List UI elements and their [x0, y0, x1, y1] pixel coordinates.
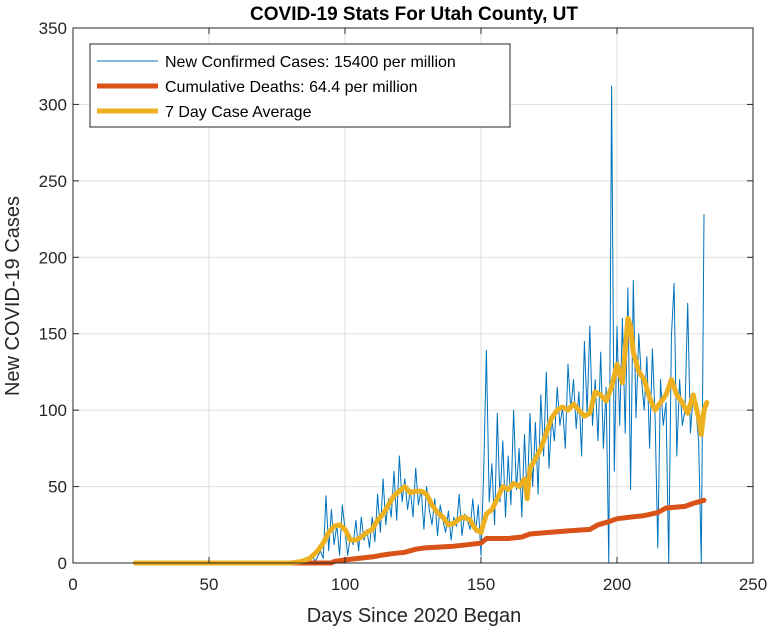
- y-tick-label: 50: [48, 478, 67, 497]
- x-axis-label: Days Since 2020 Began: [307, 605, 522, 627]
- chart-title: COVID-19 Stats For Utah County, UT: [250, 4, 578, 25]
- y-tick-label: 150: [39, 325, 67, 344]
- x-tick-labels: 0 50 100 150 200 250: [68, 575, 767, 594]
- y-tick-label: 300: [39, 95, 67, 114]
- y-tick-label: 0: [58, 554, 67, 573]
- x-tick-label: 150: [467, 575, 495, 594]
- y-tick-label: 200: [39, 248, 67, 267]
- legend-label-2: 7 Day Case Average: [165, 104, 312, 121]
- legend-box: [89, 43, 511, 128]
- legend: New Confirmed Cases: 15400 per million Cu…: [89, 43, 511, 128]
- plot-frame: [72, 27, 754, 564]
- axes: [72, 27, 754, 564]
- x-tick-label: 50: [200, 575, 219, 594]
- y-axis-label: New COVID-19 Cases: [2, 196, 24, 396]
- x-tick-label: 200: [603, 575, 631, 594]
- legend-label-1: Cumulative Deaths: 64.4 per million: [165, 79, 418, 96]
- series-line-2: [133, 315, 710, 566]
- y-tick-label: 250: [39, 172, 67, 191]
- series-layer: [133, 85, 710, 566]
- x-tick-label: 100: [331, 575, 359, 594]
- y-tick-labels: 0 50 100 150 200 250 300 350: [39, 19, 67, 573]
- y-tick-label: 350: [39, 19, 67, 38]
- series-line-1: [133, 497, 707, 566]
- legend-label-0: New Confirmed Cases: 15400 per million: [165, 54, 456, 71]
- x-tick-label: 250: [739, 575, 767, 594]
- y-tick-label: 100: [39, 401, 67, 420]
- x-tick-label: 0: [68, 575, 77, 594]
